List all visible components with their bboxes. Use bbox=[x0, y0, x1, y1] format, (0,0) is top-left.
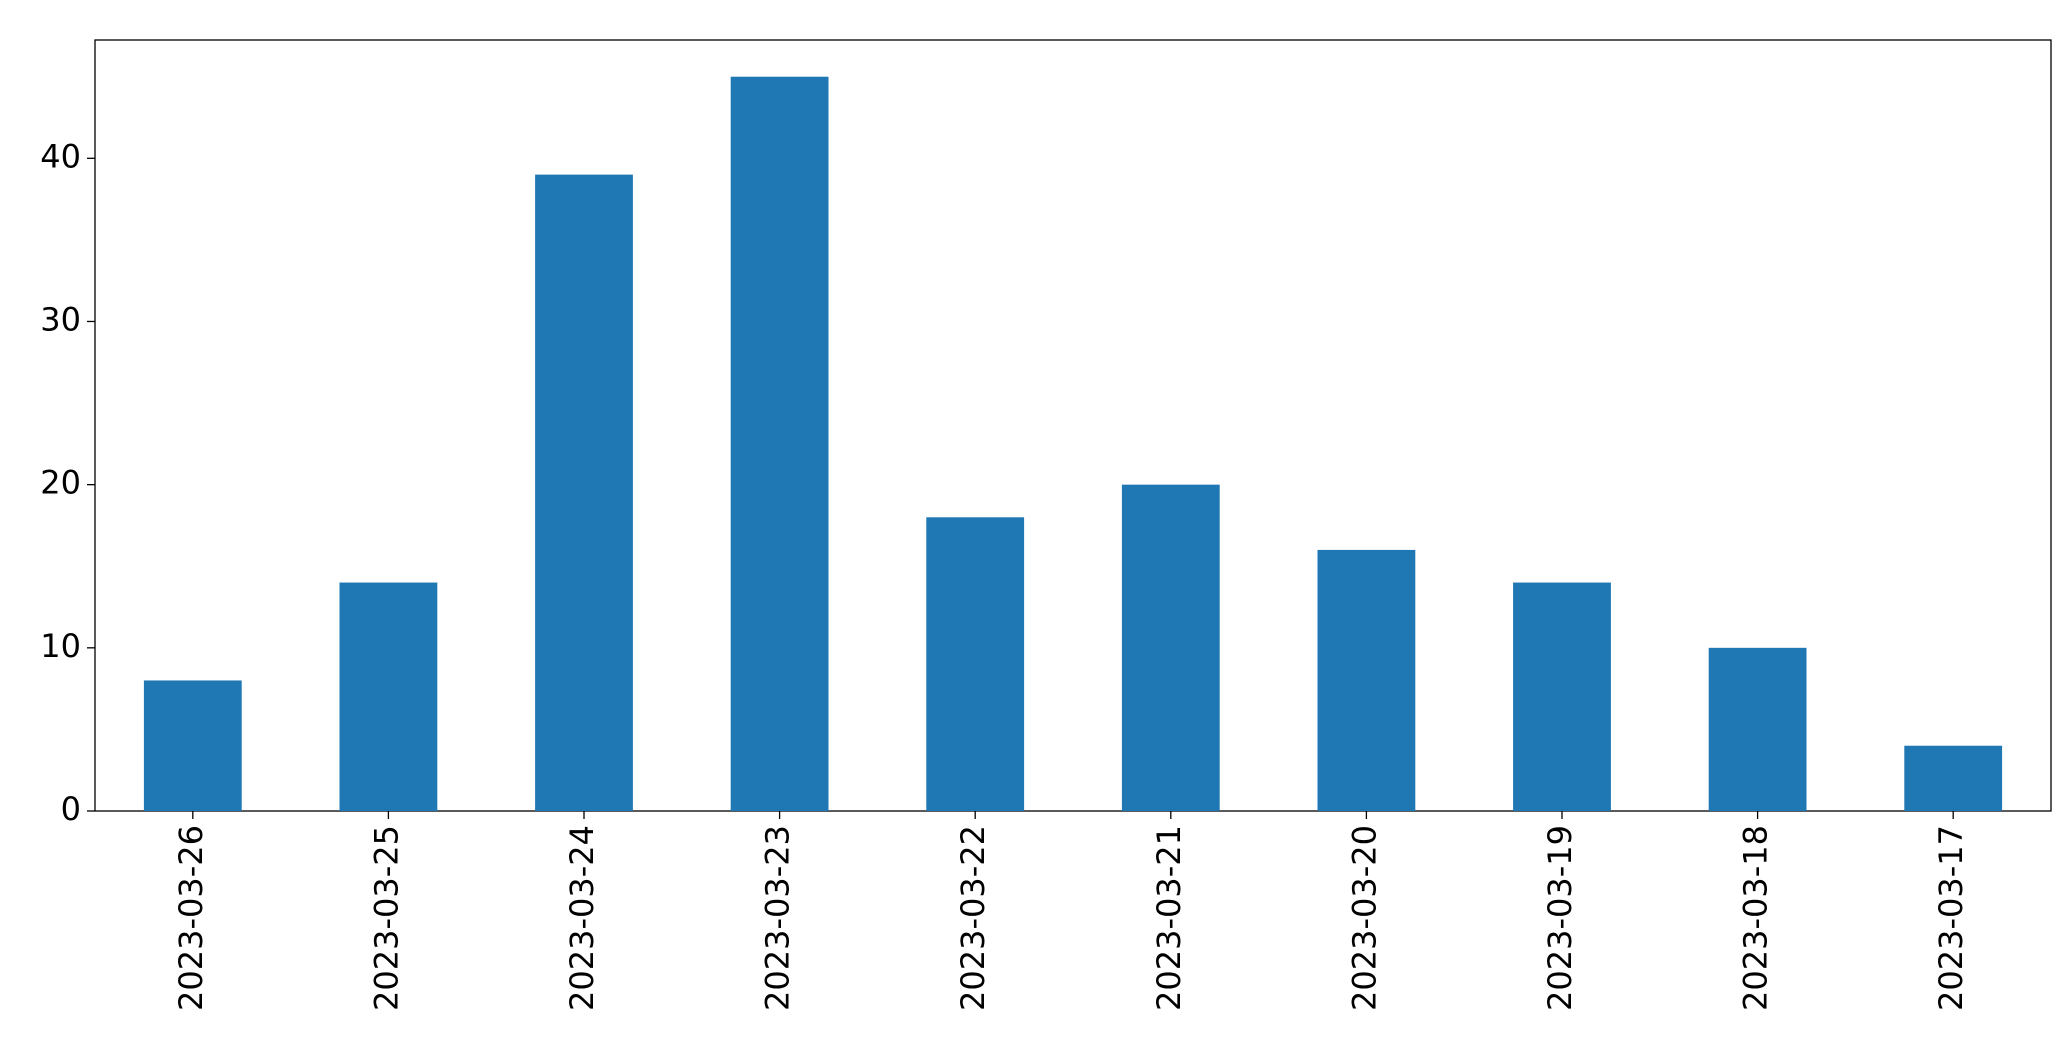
x-tick-label: 2023-03-23 bbox=[759, 825, 797, 1011]
y-tick-label: 10 bbox=[40, 627, 81, 665]
y-tick-label: 30 bbox=[40, 300, 81, 338]
x-tick-label: 2023-03-24 bbox=[563, 825, 601, 1011]
bar bbox=[1513, 582, 1611, 811]
bar bbox=[1904, 745, 2003, 811]
y-tick-label: 0 bbox=[61, 790, 81, 828]
bar bbox=[339, 582, 438, 811]
x-tick-label: 2023-03-22 bbox=[954, 825, 992, 1011]
bar bbox=[1121, 484, 1220, 811]
x-tick-label: 2023-03-19 bbox=[1541, 825, 1579, 1011]
bar bbox=[1317, 549, 1416, 811]
bar bbox=[730, 76, 829, 811]
bar bbox=[143, 680, 242, 811]
y-tick-label: 40 bbox=[40, 137, 81, 175]
x-tick-label: 2023-03-25 bbox=[367, 825, 405, 1011]
bar bbox=[926, 517, 1025, 811]
x-tick-label: 2023-03-18 bbox=[1737, 825, 1775, 1011]
x-tick-label: 2023-03-20 bbox=[1345, 825, 1383, 1011]
x-tick-label: 2023-03-26 bbox=[172, 825, 210, 1011]
x-tick-label: 2023-03-21 bbox=[1150, 825, 1188, 1011]
y-tick-label: 20 bbox=[40, 464, 81, 502]
plot-frame bbox=[94, 39, 2052, 812]
x-tick-label: 2023-03-17 bbox=[1932, 825, 1970, 1011]
bar bbox=[535, 174, 633, 812]
bar bbox=[1708, 647, 1807, 811]
